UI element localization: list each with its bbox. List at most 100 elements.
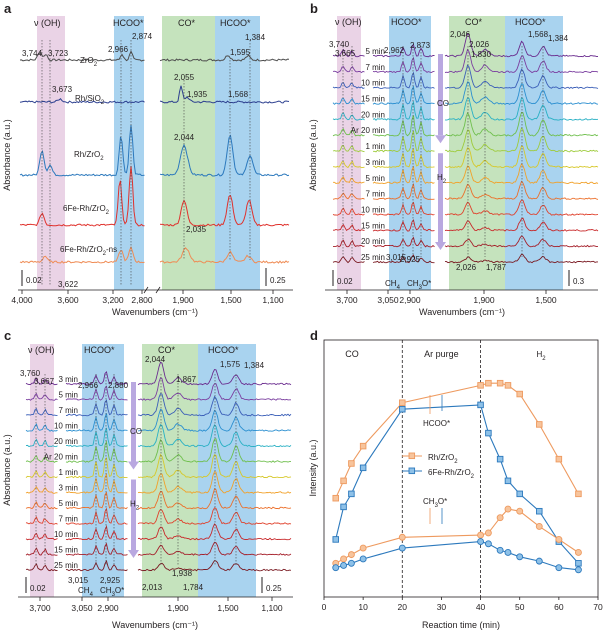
spectrum-c-9-oh: [25, 516, 58, 525]
time-label-9: 7 min: [58, 515, 78, 524]
spectrum-a-0-left: [19, 50, 145, 62]
xtick-label-a-2: 3,200: [102, 295, 124, 305]
point-3-0: [332, 564, 340, 572]
spectrum-a-2-right: [159, 134, 290, 177]
peak-label-a-8: 1,384: [245, 33, 266, 42]
time-label-0: 5 min: [365, 47, 385, 56]
point-1-8: [504, 477, 512, 485]
spectrum-b-13-co: [444, 253, 598, 264]
spectrum-c-6-hcoo: [66, 456, 128, 479]
gas-label-co: CO: [437, 99, 449, 108]
h2-flow-arrowhead: [435, 242, 446, 250]
xtick-label-c-5: 1,100: [261, 603, 283, 613]
xtick-label-b-1: 3,050: [377, 295, 399, 305]
peak-label-b-7: 1,568: [528, 30, 549, 39]
point-0-6: [485, 379, 492, 387]
band-label-oh: ν (OH): [335, 17, 362, 27]
panel-b: b ν (OH) HCOO* CO* HCOO* 5 min 7 min 10 min 15 …: [308, 1, 599, 317]
axis-break-gap: [145, 10, 159, 295]
peak-label-b-8: 1,384: [548, 34, 569, 43]
point-0-3: [359, 442, 367, 450]
spectrum-b-0-hcoo: [372, 43, 435, 58]
point-2-1: [340, 555, 348, 563]
point-2-2: [347, 551, 355, 559]
spectrum-b-10-hcoo: [372, 201, 435, 216]
spectrum-c-10-hcoo: [65, 524, 128, 541]
spectrum-a-2-left: [19, 125, 145, 177]
xtick-label-d-7: 70: [593, 602, 603, 612]
spectrum-c-3-oh: [25, 423, 58, 432]
point-2-5: [477, 531, 485, 539]
time-label-10: 10 min: [361, 205, 385, 214]
band-label-hcoo-2: HCOO*: [515, 17, 546, 27]
peak-label-a-9: 1,568: [228, 90, 249, 99]
spectrum-c-11-co: [137, 541, 292, 556]
xtick-label-c-1: 3,050: [71, 603, 93, 613]
time-label-10: 10 min: [54, 530, 78, 539]
spectrum-b-6-oh: [332, 145, 365, 153]
annotation-hcoo: HCOO*: [423, 419, 450, 428]
spectrum-b-1-oh: [332, 66, 365, 74]
spectrum-c-5-co: [137, 438, 291, 463]
phase-label-co: CO: [345, 349, 359, 359]
peak-label-c-10: 2,013: [142, 583, 163, 592]
point-1-3: [359, 464, 367, 472]
peak-label-c-11: 1,938: [172, 569, 193, 578]
point-1-4: [399, 405, 406, 413]
spectrum-b-5-oh: [332, 128, 365, 137]
band-label-co: CO*: [178, 18, 196, 28]
spectrum-c-3-co: [137, 408, 292, 432]
spectrum-c-2-oh: [25, 408, 58, 416]
spectrum-a-4-right: [159, 247, 290, 264]
spectrum-c-4-hcoo: [66, 427, 128, 448]
spectrum-b-6-hcoo: [373, 130, 435, 153]
spectrum-b-5-co: [444, 111, 599, 137]
spectrum-c-1-oh: [25, 393, 58, 401]
point-3-3: [359, 555, 367, 563]
time-label-6: 1 min: [365, 142, 385, 151]
spectrum-b-2-co: [444, 64, 599, 89]
peak-label-a-11: 2,035: [186, 225, 207, 234]
spectrum-b-10-co: [444, 199, 599, 216]
peak-label-a-7: 1,595: [230, 48, 251, 57]
point-0-1: [340, 477, 347, 485]
spectrum-c-3-hcoo: [65, 413, 128, 432]
peak-label-c-4: 2,044: [145, 355, 166, 364]
spectrum-b-1-co: [444, 48, 599, 74]
peak-label-c-12: 1,784: [183, 583, 204, 592]
xtick-label-c-3: 1,900: [167, 603, 189, 613]
xtick-label-a-5: 1,500: [220, 295, 242, 305]
spectrum-b-4-oh: [332, 112, 365, 121]
spectrum-c-4-co: [137, 424, 292, 448]
axis-break-gap-1: [365, 11, 373, 295]
point-0-9: [516, 390, 523, 398]
time-label-1: 7 min: [365, 63, 385, 72]
point-3-9: [516, 553, 524, 561]
peak-label-a-12: 3,622: [58, 280, 79, 289]
peak-label-a-4: 3,673: [52, 85, 73, 94]
xtick-label-c-4: 1,500: [217, 603, 239, 613]
spectrum-c-12-co: [137, 560, 292, 572]
time-label-3: 15 min: [361, 95, 385, 104]
spectrum-b-11-hcoo: [372, 218, 435, 232]
peak-label-a-10: 2,044: [174, 133, 195, 142]
spectrum-c-0-oh: [25, 377, 58, 386]
time-label-12: 25 min: [54, 561, 78, 570]
spectrum-b-4-co: [444, 97, 599, 121]
phase-label-h2: H2: [536, 350, 546, 362]
point-1-12: [575, 560, 582, 567]
point-2-6: [484, 529, 492, 537]
legend-label-fe: 6Fe-Rh/ZrO2: [428, 468, 475, 480]
axis-break-gap-2: [435, 11, 445, 295]
panel-d-frame: [323, 339, 599, 598]
point-0-2: [348, 460, 355, 467]
peak-label-b-10: 2,925: [400, 255, 421, 264]
spectrum-b-3-co: [444, 81, 599, 105]
peak-label-c-2: 2,966: [78, 381, 99, 390]
spectrum-b-2-oh: [332, 82, 365, 90]
scale-label-left: 0.02: [337, 277, 353, 286]
scale-label-left: 0.02: [30, 584, 46, 593]
band-label-hcoo-2: HCOO*: [220, 18, 251, 28]
time-label-3: 10 min: [54, 422, 78, 431]
time-label-11: 15 min: [361, 221, 385, 230]
